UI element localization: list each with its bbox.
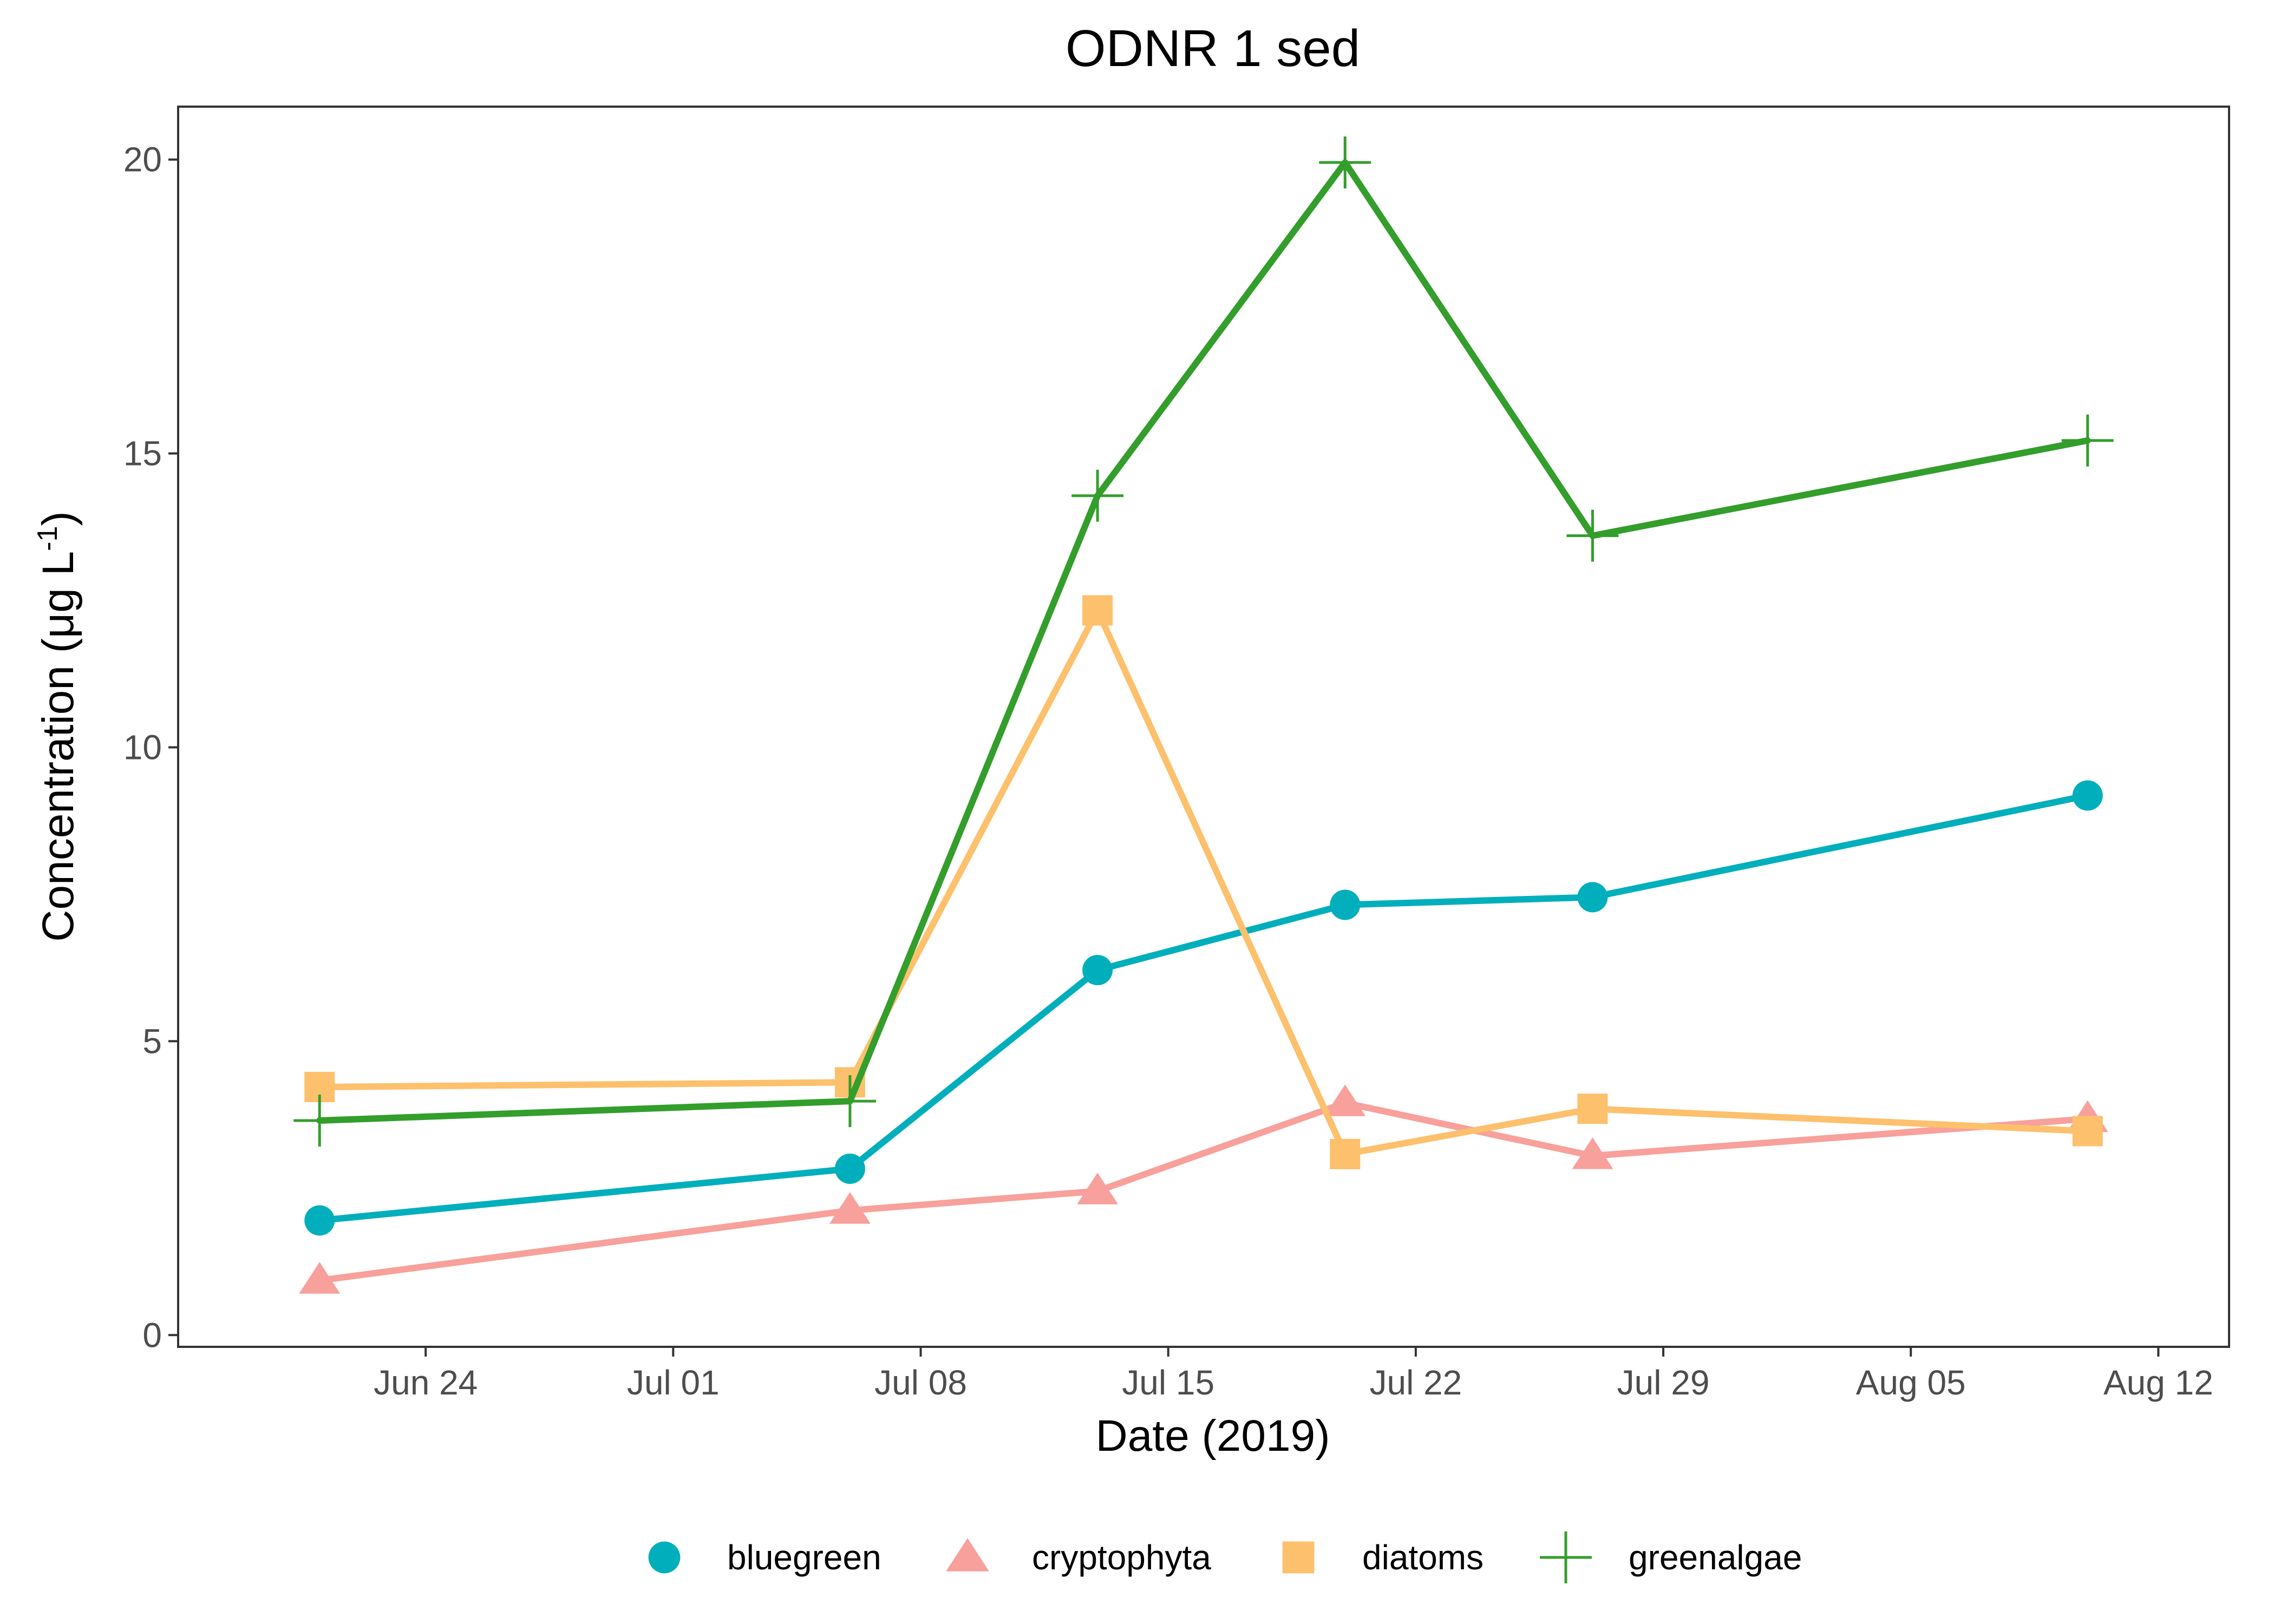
legend-item-cryptophyta: cryptophyta	[946, 1538, 1211, 1577]
y-axis: 0 5 10 15 20	[123, 140, 178, 1354]
x-tick-label: Jul 08	[874, 1363, 967, 1402]
series-layer	[293, 136, 2114, 1294]
y-axis-title-superscript: -1	[32, 526, 63, 551]
data-point-bluegreen	[1577, 882, 1608, 913]
x-tick-label: Aug 05	[1856, 1363, 1966, 1402]
y-axis-title: Concentration (μg L-1)	[32, 511, 83, 941]
legend-label-cryptophyta: cryptophyta	[1032, 1538, 1211, 1577]
data-point-greenalgae	[293, 1094, 346, 1147]
plot-panel-border	[177, 106, 2230, 1348]
series-bluegreen	[304, 780, 2103, 1236]
series-line-bluegreen	[316, 792, 2091, 1224]
legend-item-bluegreen: bluegreen	[648, 1538, 881, 1577]
data-point-greenalgae	[824, 1075, 876, 1128]
data-point-greenalgae	[2061, 414, 2114, 467]
x-tick-label: Jul 29	[1617, 1363, 1710, 1402]
y-axis-title-main: Concentration (μg L	[34, 551, 83, 942]
series-line-greenalgae	[316, 159, 2091, 1124]
y-tick-label: 5	[142, 1021, 162, 1060]
data-point-diatoms	[1330, 1138, 1361, 1169]
x-tick-label: Aug 12	[2103, 1363, 2213, 1402]
legend-label-bluegreen: bluegreen	[727, 1538, 881, 1577]
data-point-diatoms	[2072, 1116, 2103, 1147]
x-tick-label: Jul 22	[1369, 1363, 1462, 1402]
x-axis-title: Date (2019)	[1095, 1411, 1330, 1461]
data-point-bluegreen	[1082, 955, 1113, 986]
data-point-cryptophyta	[1572, 1137, 1613, 1169]
series-line-cryptophyta	[316, 1099, 2091, 1284]
data-point-bluegreen	[1330, 889, 1361, 920]
data-point-diatoms	[1577, 1093, 1608, 1124]
legend-key-bluegreen	[648, 1541, 681, 1574]
data-point-diatoms	[1082, 595, 1113, 626]
y-tick-label: 20	[123, 140, 162, 179]
legend-key-greenalgae	[1540, 1531, 1592, 1583]
data-point-bluegreen	[304, 1205, 335, 1236]
legend-item-diatoms: diatoms	[1282, 1538, 1484, 1577]
data-point-cryptophyta	[1324, 1084, 1366, 1116]
legend-key-cryptophyta	[946, 1538, 989, 1571]
data-point-cryptophyta	[299, 1262, 341, 1294]
y-axis-title-close: )	[34, 511, 83, 526]
data-point-cryptophyta	[1077, 1173, 1119, 1204]
legend-label-diatoms: diatoms	[1362, 1538, 1484, 1577]
legend: bluegreen cryptophyta diatoms greenalgae	[648, 1531, 1802, 1583]
data-point-greenalgae	[1319, 136, 1371, 189]
y-tick-label: 10	[123, 728, 162, 767]
chart-title: ODNR 1 sed	[1066, 19, 1360, 77]
plot-area	[177, 106, 2230, 1348]
x-tick-label: Jul 15	[1122, 1363, 1214, 1402]
data-point-greenalgae	[1566, 509, 1619, 562]
x-tick-label: Jun 24	[374, 1363, 478, 1402]
legend-item-greenalgae: greenalgae	[1540, 1531, 1802, 1583]
y-tick-label: 15	[123, 434, 162, 473]
data-point-bluegreen	[2072, 780, 2103, 811]
series-greenalgae	[293, 136, 2114, 1147]
series-line-diatoms	[316, 607, 2091, 1157]
x-tick-label: Jul 01	[627, 1363, 720, 1402]
x-axis: Jun 24 Jul 01 Jul 08 Jul 15 Jul 22 Jul 29 Aug …	[374, 1347, 2213, 1402]
legend-key-diatoms	[1282, 1541, 1315, 1574]
series-diatoms	[304, 595, 2103, 1169]
data-point-cryptophyta	[829, 1192, 871, 1224]
y-tick-label: 0	[142, 1315, 162, 1354]
data-point-greenalgae	[1071, 469, 1124, 522]
legend-label-greenalgae: greenalgae	[1629, 1538, 1802, 1577]
data-point-bluegreen	[834, 1154, 865, 1184]
